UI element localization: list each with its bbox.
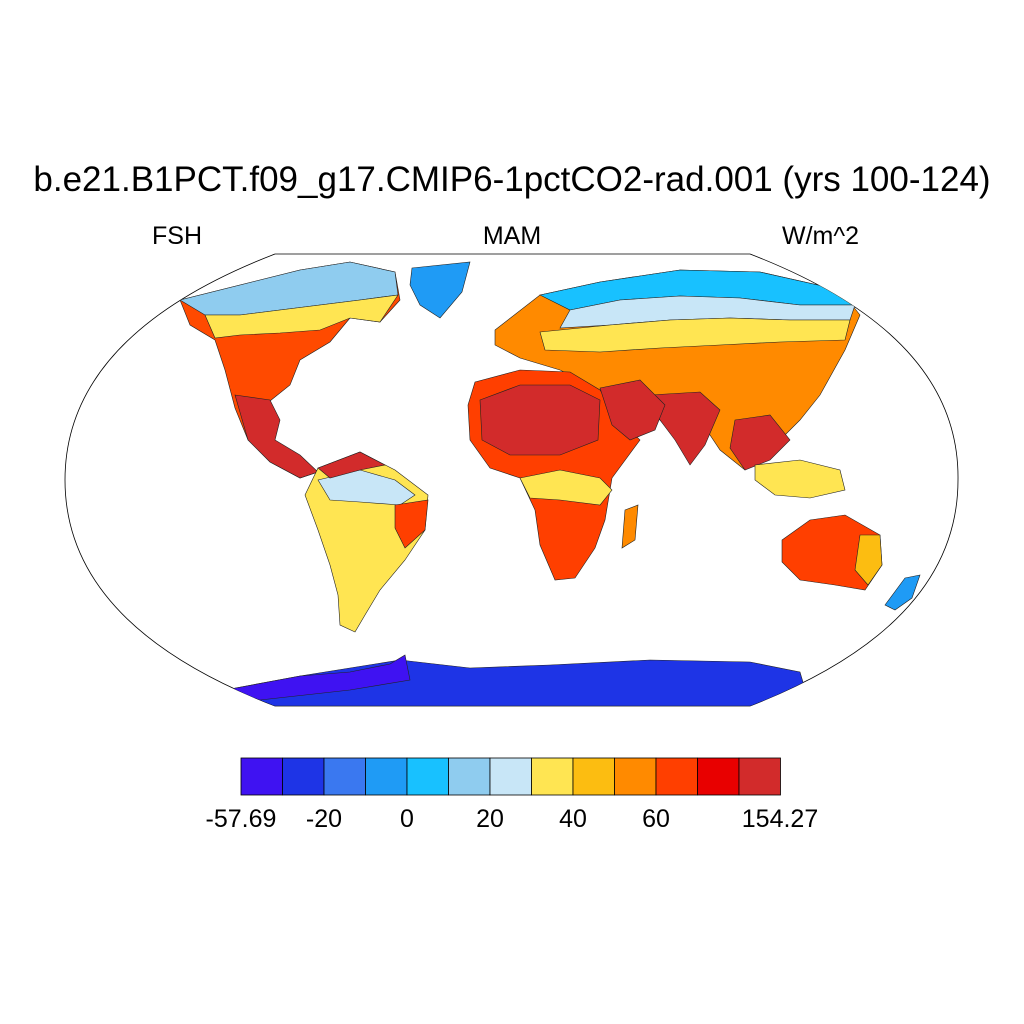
colorbar-box	[738, 757, 781, 796]
madagascar-land	[621, 504, 639, 549]
colorbar-box	[406, 757, 449, 796]
colorbar-box	[572, 757, 615, 796]
units-label: W/m^2	[782, 222, 860, 250]
plot-title: b.e21.B1PCT.f09_g17.CMIP6-1pctCO2-rad.00…	[33, 160, 991, 199]
central-africa-band	[519, 469, 613, 506]
colorbar-tick-label: -20	[306, 805, 342, 833]
colorbar-box	[655, 757, 698, 796]
colorbar-tick-label: 0	[400, 805, 414, 833]
colorbar-box	[448, 757, 491, 796]
india-region	[649, 391, 721, 466]
colorbar-box	[697, 757, 740, 796]
colorbar-box	[282, 757, 325, 796]
greenland-land	[409, 261, 471, 319]
colorbar-tick-label: 60	[642, 805, 670, 833]
amazon-band	[317, 469, 416, 506]
colorbar-tick-label: -57.69	[206, 805, 277, 833]
land-data-layer	[179, 261, 921, 706]
colorbar-box	[531, 757, 574, 796]
new-zealand-land	[884, 574, 921, 611]
colorbar-tick-label: 154.27	[742, 805, 818, 833]
sahara-core	[479, 384, 601, 456]
colorbar-tick-label: 20	[476, 805, 504, 833]
colorbar-box	[489, 757, 532, 796]
colorbar: -57.69 -20 0 20 40 60 154.27	[206, 757, 818, 833]
indonesia-land	[754, 459, 846, 499]
arabia-land	[599, 379, 666, 441]
brazil-east	[394, 499, 429, 549]
colorbar-boxes	[240, 757, 781, 796]
colorbar-tick-label: 40	[559, 805, 587, 833]
south-america-north	[317, 451, 386, 479]
central-asia-band	[539, 317, 851, 353]
canada-band	[204, 294, 399, 339]
us-south	[234, 394, 319, 479]
variable-label: FSH	[152, 222, 202, 250]
colorbar-box	[614, 757, 657, 796]
colorbar-box	[240, 757, 283, 796]
australia-east	[854, 534, 883, 586]
southeast-asia	[729, 414, 791, 471]
colorbar-box	[365, 757, 408, 796]
season-label: MAM	[482, 222, 542, 250]
antarctica-peninsula	[224, 654, 411, 701]
colorbar-box	[323, 757, 366, 796]
